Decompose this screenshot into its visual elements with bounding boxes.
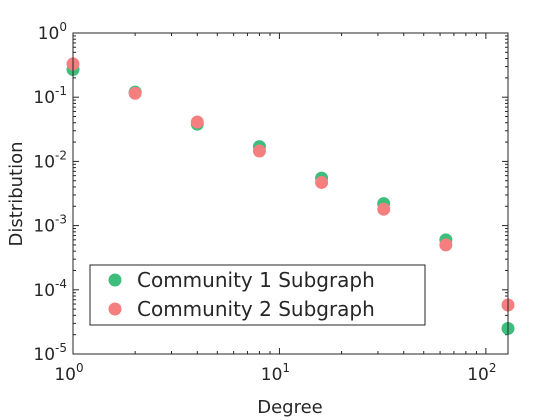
- data-point-community-2: [315, 175, 329, 189]
- x-tick-label: 101: [261, 361, 290, 385]
- y-tick-label: 100: [38, 20, 67, 44]
- data-point-community-2: [377, 202, 391, 216]
- y-tick-label: 10-1: [33, 84, 67, 108]
- legend-marker-community-1: [108, 273, 122, 287]
- x-tick-label: 100: [54, 361, 83, 385]
- y-tick-label: 10-2: [33, 148, 67, 172]
- data-point-community-2: [252, 144, 266, 158]
- x-tick-label: 102: [467, 361, 496, 385]
- legend-box: [89, 264, 426, 326]
- x-axis-label: Degree: [257, 397, 323, 418]
- y-tick-labels: 10-5 10-4 10-3 10-2 10-1 100: [33, 20, 67, 365]
- data-points: [66, 57, 515, 335]
- y-tick-label: 10-5: [33, 341, 67, 365]
- y-tick-label: 10-4: [33, 277, 67, 301]
- legend: Community 1 Subgraph Community 2 Subgrap…: [89, 264, 426, 326]
- data-point-community-2: [128, 86, 142, 100]
- data-point-community-2: [439, 238, 453, 252]
- legend-marker-community-2: [108, 302, 122, 316]
- y-tick-label: 10-3: [33, 213, 67, 237]
- plot-frame: [72, 32, 509, 355]
- legend-label-community-2: Community 2 Subgraph: [137, 297, 375, 321]
- y-axis-label: Distribution: [6, 141, 27, 246]
- x-tick-labels: 100 101 102: [54, 361, 496, 385]
- legend-label-community-1: Community 1 Subgraph: [137, 268, 375, 292]
- data-point-community-2: [190, 115, 204, 129]
